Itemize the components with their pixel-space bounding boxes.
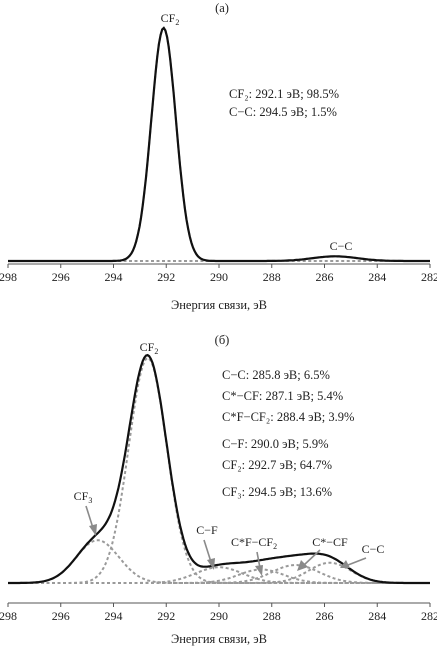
panel-b-annotation-4: C−F: 290.0 эВ; 5.9% (222, 437, 329, 451)
panel-b-label-cf: C−F (196, 523, 218, 537)
panel-b-x-ticks: 298 296 294 292 290 288 286 284 282 (0, 603, 437, 623)
panel-b-annotation-3: C*F−CF₂: 288.4 эВ; 3.9% (222, 410, 354, 424)
panel-a: (a) 298 296 294 292 290 288 286 284 282 Энергия … (0, 1, 437, 312)
panel-b-tick-label-294: 294 (105, 609, 123, 623)
panel-a-tick-label-284: 284 (368, 270, 386, 284)
panel-a-tick-label-298: 298 (0, 270, 17, 284)
panel-b-label-cf2: CF2 (140, 340, 159, 356)
panel-a-annotation-2: C−C: 294.5 эВ; 1.5% (229, 105, 337, 119)
panel-b-tick-label-296: 296 (52, 609, 70, 623)
panel-b-arrow-cf (203, 539, 215, 570)
panel-b-annotation-1: C−C: 285.8 эВ; 6.5% (222, 368, 330, 382)
panel-a-tick-label-288: 288 (263, 270, 281, 284)
panel-b-tick-label-286: 286 (316, 609, 334, 623)
panel-b-arrow-cf3 (85, 505, 97, 536)
panel-b-tick-label-298: 298 (0, 609, 17, 623)
panel-a-label-cf2: CF2 (161, 11, 180, 27)
panel-b-envelope-curve (8, 353, 430, 585)
panel-b-arrow-ccf (297, 549, 321, 571)
panel-a-components (8, 26, 430, 262)
panel-a-tick-label-286: 286 (316, 270, 334, 284)
panel-b-component-4 (8, 568, 430, 584)
panel-b-tick-label-290: 290 (210, 609, 228, 623)
panel-b-annotation-6: CF₃: 294.5 эВ; 13.6% (222, 485, 332, 499)
panel-b-x-label: Энергия связи, эВ (171, 632, 267, 646)
panel-a-component-1 (8, 26, 430, 262)
panel-b-arrow-cc (340, 557, 367, 568)
panel-a-tick-label-296: 296 (52, 270, 70, 284)
panel-a-tick-label-282: 282 (421, 270, 437, 284)
panel-a-tick-label-294: 294 (105, 270, 123, 284)
panel-b-label-cfcf2: C*F−CF2 (231, 535, 277, 551)
panel-b-tick-label-284: 284 (368, 609, 386, 623)
panel-a-x-ticks: 298 296 294 292 290 288 286 284 282 (0, 264, 437, 284)
panel-b-tick-label-288: 288 (263, 609, 281, 623)
panel-b-annotation-2: C*−CF: 287.1 эВ; 5.4% (222, 389, 343, 403)
panel-b-tick-label-282: 282 (421, 609, 437, 623)
panel-a-tick-label-292: 292 (157, 270, 175, 284)
panel-b: (б) 298 296 294 292 290 288 286 284 282 Энергия … (0, 333, 437, 646)
panel-b-label-cf3: CF3 (74, 489, 93, 505)
panel-b-tag: (б) (215, 333, 230, 347)
panel-a-tick-label-290: 290 (210, 270, 228, 284)
panel-b-arrow-cfcf2 (255, 551, 263, 576)
panel-b-annotation-5: CF₂: 292.7 эВ; 64.7% (222, 458, 332, 472)
panel-b-label-cc: C−C (362, 542, 385, 556)
panel-a-label-cc: C−C (330, 239, 353, 253)
panel-b-label-ccf: C*−CF (312, 535, 348, 549)
panel-a-envelope-curve (8, 26, 430, 263)
panel-a-annotation-1: CF₂: 292.1 эВ; 98.5% (229, 87, 339, 101)
panel-b-tick-label-292: 292 (157, 609, 175, 623)
panel-a-x-label: Энергия связи, эВ (171, 298, 267, 312)
panel-a-tag: (a) (215, 1, 229, 15)
